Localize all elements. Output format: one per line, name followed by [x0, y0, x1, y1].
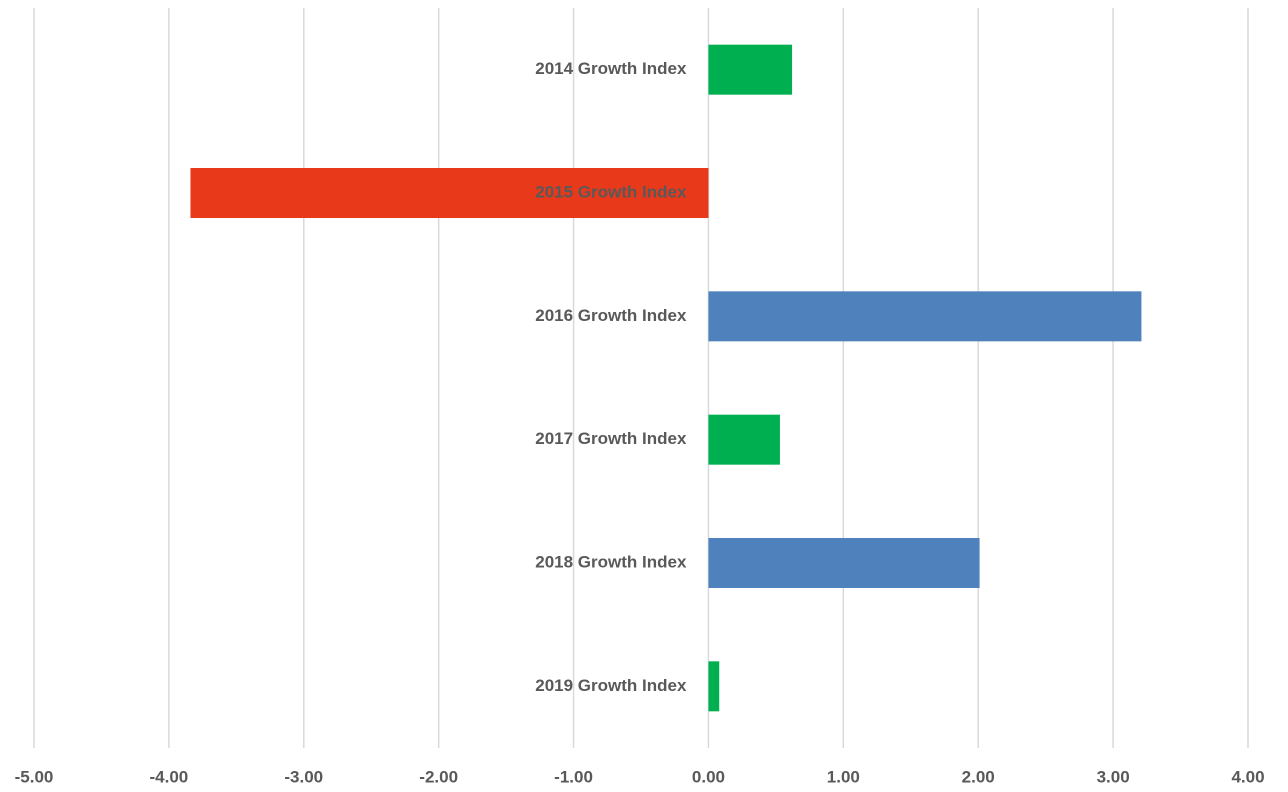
x-tick-label: -3.00 [284, 767, 323, 786]
x-tick-label: 2.00 [962, 767, 995, 786]
category-label: 2015 Growth Index [535, 182, 687, 201]
x-tick-label: 4.00 [1231, 767, 1264, 786]
bar [190, 168, 709, 218]
x-tick-label: -4.00 [150, 767, 189, 786]
x-tick-label: -2.00 [419, 767, 458, 786]
x-tick-label: -1.00 [554, 767, 593, 786]
category-label: 2017 Growth Index [535, 429, 687, 448]
x-tick-label: 0.00 [692, 767, 725, 786]
bar [708, 414, 780, 465]
category-label: 2014 Growth Index [535, 59, 687, 78]
category-label: 2019 Growth Index [535, 676, 687, 695]
bar [708, 44, 793, 95]
bar [708, 661, 720, 712]
category-label: 2016 Growth Index [535, 306, 687, 325]
x-tick-label: -5.00 [15, 767, 54, 786]
x-tick-label: 1.00 [827, 767, 860, 786]
category-label: 2018 Growth Index [535, 552, 687, 571]
x-tick-label: 3.00 [1097, 767, 1130, 786]
bar [708, 291, 1142, 342]
bar [708, 538, 980, 588]
